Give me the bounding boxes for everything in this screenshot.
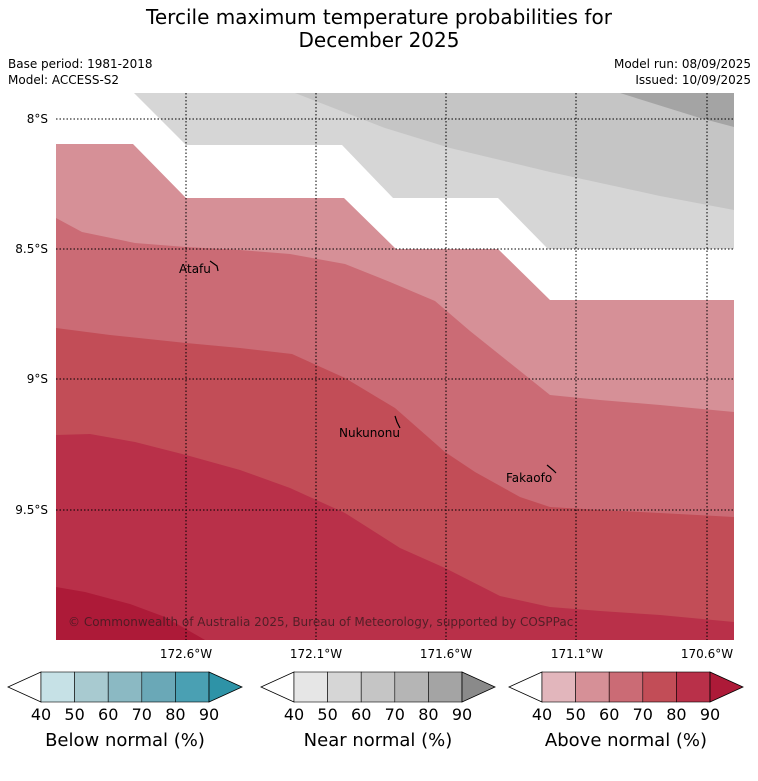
nukunonu-atoll xyxy=(394,415,401,429)
graticule xyxy=(56,93,734,640)
near-normal-fields xyxy=(134,93,734,249)
colorbar-below-extend-high xyxy=(208,671,243,703)
colorbar-below-tick: 80 xyxy=(165,705,185,724)
lon-label: 172.6°W xyxy=(160,647,212,661)
title-line-1: Tercile maximum temperature probabilitie… xyxy=(146,5,612,29)
colorbar-above-tick: 70 xyxy=(633,705,653,724)
atafu-atoll xyxy=(209,260,219,272)
colorbar-above-tick: 60 xyxy=(599,705,619,724)
model-name: Model: ACCESS-S2 xyxy=(8,73,120,87)
colorbar-above-tick: 50 xyxy=(565,705,585,724)
colorbar-near-tick: 90 xyxy=(452,705,472,724)
colorbar-near-tick: 70 xyxy=(385,705,405,724)
lon-label: 171.6°W xyxy=(420,647,472,661)
colorbar-below-tick: 70 xyxy=(132,705,152,724)
colorbar-near-extend-low xyxy=(260,671,295,703)
above-normal-fields xyxy=(56,144,734,640)
place-label-atafu: Atafu xyxy=(179,262,211,276)
colorbar-above-swatch xyxy=(608,671,644,703)
colorbar-near-swatch xyxy=(428,671,463,703)
colorbar-label-above: Above normal (%) xyxy=(544,730,708,751)
colorbar-below-swatch xyxy=(141,671,176,703)
colorbar-above-tick: 90 xyxy=(700,705,720,724)
colorbar-below-swatch xyxy=(175,671,210,703)
title-line-2: December 2025 xyxy=(298,28,460,52)
base-period: Base period: 1981-2018 xyxy=(8,57,153,71)
colorbar-near-swatch xyxy=(360,671,396,703)
colorbar-below-swatch xyxy=(107,671,143,703)
colorbar-label-below: Below normal (%) xyxy=(45,730,205,751)
colorbar-above-tick: 80 xyxy=(666,705,686,724)
colorbar-below-swatch xyxy=(40,671,75,703)
near-normal-zone-mid xyxy=(295,93,734,210)
colorbar-near-tick: 40 xyxy=(284,705,304,724)
lat-label: 8°S xyxy=(27,112,48,126)
colorbar-above-tick: 40 xyxy=(532,705,552,724)
place-label-fakaofo: Fakaofo xyxy=(506,471,552,485)
colorbar-near-swatch xyxy=(394,671,429,703)
atolls xyxy=(209,260,557,474)
lat-label: 9°S xyxy=(27,372,48,386)
colorbar-below-tick: 40 xyxy=(31,705,51,724)
colorbar-near-swatch xyxy=(293,671,328,703)
colorbar-below-extend-low xyxy=(7,671,42,703)
colorbar-near-extend-high xyxy=(461,671,496,703)
above-normal-zone-80 xyxy=(56,434,734,640)
lat-label: 9.5°S xyxy=(15,503,48,517)
colorbar-near-swatch xyxy=(327,671,362,703)
colorbar-below-tick: 90 xyxy=(199,705,219,724)
lon-label: 170.6°W xyxy=(681,647,733,661)
near-normal-zone-dark xyxy=(620,93,734,127)
colorbar-group: 40 50 60 70 80 90 40 50 60 70 80 90 40 50 60 70 80 90 xyxy=(7,671,744,724)
colorbar-above-swatch xyxy=(541,671,576,703)
colorbar-below-tick: 50 xyxy=(64,705,84,724)
lon-label: 171.1°W xyxy=(551,647,603,661)
colorbar-above-swatch xyxy=(642,671,677,703)
colorbar-near-tick: 60 xyxy=(351,705,371,724)
colorbar-label-near: Near normal (%) xyxy=(303,730,453,751)
colorbar-near-tick: 80 xyxy=(418,705,438,724)
colorbar-near-tick: 50 xyxy=(317,705,337,724)
colorbar-below-swatch xyxy=(74,671,109,703)
colorbar-above-extend-high xyxy=(709,671,744,703)
colorbar-above-swatch xyxy=(575,671,610,703)
lon-label: 172.1°W xyxy=(290,647,342,661)
colorbar-below-tick: 60 xyxy=(98,705,118,724)
lat-label: 8.5°S xyxy=(15,242,48,256)
fakaofo-atoll xyxy=(546,464,557,474)
above-normal-zone-90 xyxy=(56,587,205,640)
colorbar-above-swatch xyxy=(676,671,711,703)
place-label-nukunonu: Nukunonu xyxy=(339,426,400,440)
model-run: Model run: 08/09/2025 xyxy=(613,57,751,71)
copyright-notice: © Commonwealth of Australia 2025, Bureau… xyxy=(68,615,573,629)
issued-date: Issued: 10/09/2025 xyxy=(635,73,751,87)
colorbar-above-extend-low xyxy=(508,671,543,703)
